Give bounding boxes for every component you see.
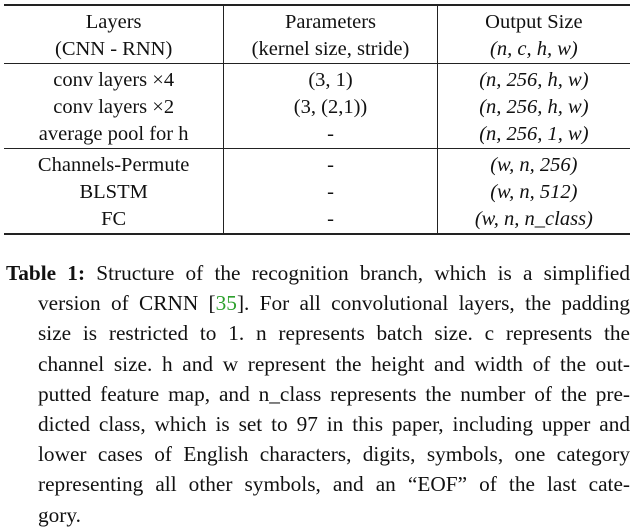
cell-params: -: [223, 121, 438, 149]
table-row: BLSTM - (w, n, 512): [4, 179, 630, 206]
structure-table: Layers (CNN - RNN) Parameters (kernel si…: [4, 4, 630, 235]
caption-line: gory.: [38, 502, 81, 527]
cell-params: (3, (2,1)): [223, 94, 438, 121]
cell-layer: BLSTM: [4, 179, 225, 206]
cell-output: (n, 256, h, w): [437, 63, 630, 94]
table-row: FC - (w, n, n_class): [4, 206, 630, 235]
caption-line: representing all other symbols, and an “…: [38, 472, 630, 497]
cell-params: (3, 1): [223, 63, 438, 94]
header-parameters-line1: Parameters: [284, 11, 377, 33]
table-row: conv layers ×4 (3, 1) (n, 256, h, w): [4, 63, 630, 94]
cell-output: (n, 256, 1, w): [479, 123, 589, 145]
cell-output: (n, 256, h, w): [479, 96, 589, 118]
header-output-line2: (n, c, h, w): [490, 38, 578, 60]
cell-layer: FC: [4, 206, 225, 235]
header-layers-line1: Layers: [85, 11, 142, 33]
header-output-line1: Output Size: [485, 11, 583, 33]
header-parameters: Parameters (kernel size, stride): [223, 4, 438, 64]
caption-line: Table 1: Structure of the recognition br…: [6, 258, 630, 288]
cell-params: -: [223, 206, 438, 235]
caption-line: lower cases of English characters, digit…: [38, 442, 630, 467]
cell-layer: conv layers ×4: [4, 63, 225, 94]
table-row: Channels-Permute - (w, n, 256): [4, 148, 630, 179]
caption-line: dicted class, which is set to 97 in this…: [38, 412, 630, 437]
table-row: average pool for h - (n, 256, 1, w): [4, 121, 630, 149]
citation-link[interactable]: 35: [215, 291, 237, 316]
header-output: Output Size (n, c, h, w): [437, 4, 630, 64]
caption-text: Structure of the recognition branch, whi…: [96, 261, 630, 285]
caption-label: Table 1:: [6, 261, 86, 285]
header-row: Layers (CNN - RNN) Parameters (kernel si…: [4, 4, 630, 64]
caption-line: size is restricted to 1. n represents ba…: [38, 321, 630, 346]
cell-layer: average pool for h: [4, 121, 225, 149]
cell-params: -: [223, 179, 438, 206]
caption-line: channel size. h and w represent the heig…: [38, 351, 630, 376]
header-layers: Layers (CNN - RNN): [4, 4, 225, 64]
cell-layer: Channels-Permute: [4, 148, 225, 179]
table-row: conv layers ×2 (3, (2,1)) (n, 256, h, w): [4, 94, 630, 121]
cell-layer: conv layers ×2: [4, 94, 225, 121]
table-caption: Table 1: Structure of the recognition br…: [6, 258, 630, 530]
cell-output: (w, n, 512): [490, 181, 578, 203]
caption-line: putted feature map, and n_class represen…: [38, 381, 630, 406]
cell-output: (w, n, n_class): [437, 206, 630, 235]
header-parameters-line2: (kernel size, stride): [251, 38, 410, 60]
header-layers-line2: (CNN - RNN): [55, 38, 173, 60]
cell-output: (w, n, 256): [437, 148, 630, 179]
caption-line: version of CRNN [35]. For all convolutio…: [38, 291, 631, 316]
cell-params: -: [223, 148, 438, 179]
